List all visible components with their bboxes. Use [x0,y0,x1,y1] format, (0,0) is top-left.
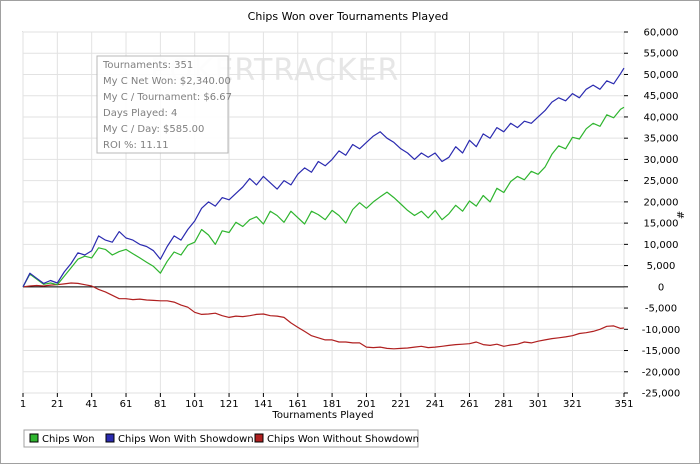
x-tick-label: 21 [51,399,64,410]
legend-label-without-showdown: Chips Won Without Showdown [267,434,419,445]
y-tick-label: 25,000 [644,176,679,187]
y-tick-label: 60,000 [644,28,679,39]
y-tick-label: 45,000 [644,91,679,102]
legend-swatch-without-showdown [254,433,264,443]
series-line-chips-won [22,106,625,288]
stats-days-played: Days Played: 4 [103,108,177,119]
y-tick-label: 10,000 [644,240,679,251]
x-tick-label: 121 [220,399,239,410]
legend-swatch-with-showdown [105,433,115,443]
x-tick-label: 41 [85,399,98,410]
y-tick-label: 35,000 [644,134,679,145]
x-tick-label: 351 [614,399,633,410]
stats-per-tournament: My C / Tournament: $6.67 [103,92,232,103]
series-group [22,67,625,350]
x-tick-label: 1 [20,399,26,410]
x-tick-label: 321 [563,399,582,410]
stats-box-border [96,55,229,154]
y-tick-label: -20,000 [642,367,681,378]
legend-label-chips-won: Chips Won [42,434,95,445]
y-tick-label: 20,000 [644,197,679,208]
series-line-chips-won-without-showdown [22,282,625,350]
legend-label-with-showdown: Chips Won With Showdown [118,434,254,445]
x-tick-label: 141 [254,399,273,410]
y-axis-label: # [674,211,685,219]
x-axis-label: Tournaments Played [271,410,373,421]
stats-net-won: My C Net Won: $2,340.00 [103,76,231,87]
x-tick-label: 221 [391,399,410,410]
stats-roi: ROI %: 11.11 [103,140,169,151]
y-tick-label: -5,000 [645,304,677,315]
x-tick-label: 281 [494,399,513,410]
y-tick-label: 40,000 [644,112,679,123]
y-tick-label: -25,000 [642,389,681,400]
x-tick-label: 181 [323,399,342,410]
series-line-chips-won-with-showdown [22,67,625,288]
x-tick-label: 101 [185,399,204,410]
stats-per-day: My C / Day: $585.00 [103,124,204,135]
y-tick-label: 55,000 [644,49,679,60]
legend-border [23,429,419,448]
y-tick-label: 30,000 [644,155,679,166]
stats-tournaments: Tournaments: 351 [102,60,193,71]
y-axis: -25,000 -20,000 -15,000 -10,000 -5,000 0 5,000… [624,28,680,400]
x-tick-label: 261 [460,399,479,410]
y-tick-label: -15,000 [642,346,681,357]
legend-swatch-chips-won [29,433,39,443]
y-tick-label: 0 [658,282,664,293]
x-tick-label: 61 [120,399,133,410]
x-tick-label: 241 [426,399,445,410]
y-tick-label: -10,000 [642,325,681,336]
x-tick-label: 161 [288,399,307,410]
chart-title: Chips Won over Tournaments Played [248,10,449,23]
y-tick-label: 15,000 [644,219,679,230]
x-tick-label: 301 [529,399,548,410]
x-tick-label: 201 [357,399,376,410]
y-tick-label: 5,000 [647,261,676,272]
y-tick-label: 50,000 [644,70,679,81]
x-tick-label: 81 [154,399,167,410]
x-axis: 1 21 41 61 81 101 121 141 161 181 201 221 241 261 281 3… [20,393,634,410]
legend: Chips Won Chips Won With Showdown Chips … [23,429,419,448]
stats-box: Tournaments: 351 My C Net Won: $2,340.00… [96,55,232,154]
